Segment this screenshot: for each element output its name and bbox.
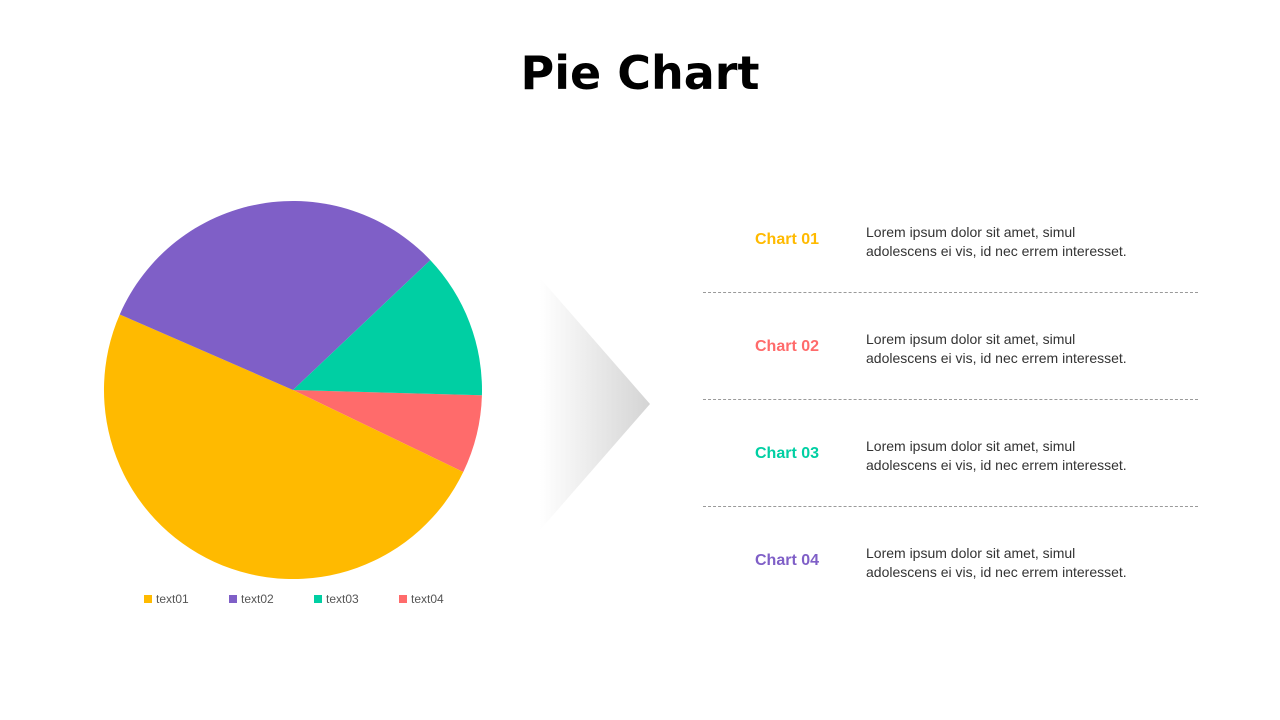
description-row: Chart 04 Lorem ipsum dolor sit amet, simu… xyxy=(703,507,1198,614)
legend-swatch xyxy=(229,595,237,603)
row-label: Chart 03 xyxy=(755,445,820,462)
legend-item-text02: text02 xyxy=(229,592,274,606)
page-title: Pie Chart xyxy=(520,46,760,100)
pie-slice-text04 xyxy=(293,390,482,473)
arrow-pointer xyxy=(540,278,650,530)
row-label: Chart 01 xyxy=(755,231,820,248)
legend-item-text04: text04 xyxy=(399,592,444,606)
row-description: Lorem ipsum dolor sit amet, simul adoles… xyxy=(866,331,1127,366)
legend-swatch xyxy=(399,595,407,603)
description-row: Chart 01 Lorem ipsum dolor sit amet, simu… xyxy=(703,186,1198,293)
pie-slice-text03 xyxy=(293,260,483,396)
row-divider xyxy=(703,292,1198,293)
row-description: Lorem ipsum dolor sit amet, simul adoles… xyxy=(866,438,1127,473)
pie-slice-text02 xyxy=(119,200,431,390)
row-description: Lorem ipsum dolor sit amet, simul adoles… xyxy=(866,224,1127,259)
description-row: Chart 03 Lorem ipsum dolor sit amet, simu… xyxy=(703,400,1198,507)
row-divider xyxy=(703,506,1198,507)
row-divider xyxy=(703,399,1198,400)
row-label: Chart 02 xyxy=(755,338,820,355)
row-label: Chart 04 xyxy=(755,552,820,569)
description-row: Chart 02 Lorem ipsum dolor sit amet, simu… xyxy=(703,293,1198,400)
pie-chart xyxy=(103,200,483,580)
legend-swatch xyxy=(144,595,152,603)
description-list: Chart 01 Lorem ipsum dolor sit amet, simu… xyxy=(703,186,1198,614)
legend-swatch xyxy=(314,595,322,603)
chart-legend: text01 text02 text03 text04 xyxy=(0,592,590,608)
legend-label: text02 xyxy=(241,592,274,606)
legend-item-text03: text03 xyxy=(314,592,359,606)
legend-label: text04 xyxy=(411,592,444,606)
row-description: Lorem ipsum dolor sit amet, simul adoles… xyxy=(866,545,1127,580)
arrow-shape xyxy=(540,278,650,530)
pie-slice-text01 xyxy=(103,314,464,580)
legend-label: text01 xyxy=(156,592,189,606)
legend-label: text03 xyxy=(326,592,359,606)
legend-item-text01: text01 xyxy=(144,592,189,606)
